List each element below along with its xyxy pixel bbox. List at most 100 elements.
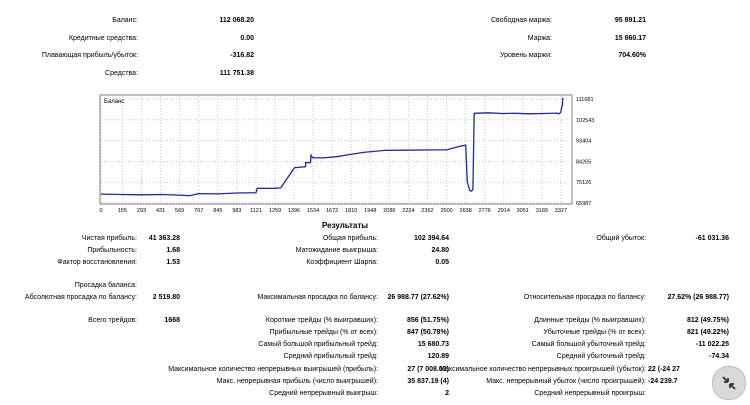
- avg-loss-label: Средний убыточный трейд:: [556, 353, 646, 360]
- sharpe-label: Коэффициент Шарпа:: [306, 259, 378, 266]
- profit-trades-value: 847 (50.78%): [406, 329, 449, 336]
- short-trades-label: Короткие трейды (% выигравших):: [265, 317, 378, 324]
- x-tick-label: 1810: [345, 208, 357, 214]
- recovery-factor-label: Фактор восстановления:: [57, 259, 137, 266]
- x-tick-label: 983: [232, 208, 241, 214]
- avg-cons-losses-label: Средний непрерывный проигрыш:: [534, 390, 646, 397]
- results-title: Результаты: [322, 221, 369, 230]
- equity-value: 111 751.38: [219, 70, 254, 77]
- max-cons-loss-label: Макс. непрерывный убыток (число проигрыш…: [486, 378, 646, 385]
- profit-factor-label: Прибыльность:: [87, 247, 137, 254]
- gross-loss-value: -61 031.36: [695, 235, 729, 242]
- long-trades-value: 812 (49.75%): [686, 317, 729, 324]
- collapse-button[interactable]: [712, 366, 746, 400]
- x-tick-label: 3327: [555, 208, 567, 214]
- x-tick-label: 1396: [288, 208, 300, 214]
- x-tick-label: 2914: [498, 208, 510, 214]
- short-trades-value: 856 (51.75%): [406, 317, 449, 324]
- balance-label: Баланс:: [112, 17, 138, 24]
- y-axis-labels: 111681 102543 93404 84265 75126 65987: [576, 97, 594, 207]
- x-tick-label: 0: [99, 208, 102, 214]
- chart-legend: Баланс: [104, 99, 124, 105]
- x-tick-label: 845: [213, 208, 222, 214]
- max-cons-loss-value: -24 239.7: [648, 378, 678, 385]
- floating-pl-label: Плавающая прибыль/убыток:: [41, 52, 138, 59]
- abs-drawdown-label: Абсолютная просадка по балансу:: [24, 294, 137, 301]
- free-margin-label: Свободная маржа:: [490, 17, 552, 24]
- largest-profit-value: 15 680.73: [417, 341, 449, 348]
- y-tick-label: 111681: [576, 97, 594, 103]
- max-cons-profit-label: Макс. непрерывная прибыль (число выигрыш…: [216, 378, 378, 385]
- max-cons-losses-value: 22 (-24 27: [648, 366, 680, 373]
- gross-profit-value: 102 394.64: [413, 235, 449, 242]
- avg-profit-value: 120.89: [427, 353, 449, 360]
- x-tick-label: 3189: [536, 208, 548, 214]
- x-tick-label: 3051: [517, 208, 529, 214]
- gross-profit-label: Общая прибыль:: [322, 235, 378, 242]
- avg-cons-wins-label: Средний непрерывный выигрыш:: [269, 390, 378, 397]
- y-tick-label: 102543: [576, 118, 594, 124]
- max-cons-wins-value: 27 (7 008.03): [407, 366, 449, 373]
- floating-pl-value: -316.82: [230, 52, 254, 59]
- balance-chart: Баланс 11168110254393404842657512665987 …: [99, 94, 594, 214]
- x-tick-label: 2224: [402, 208, 414, 214]
- avg-profit-label: Средний прибыльный трейд:: [283, 353, 378, 360]
- max-drawdown-value: 26 988.77 (27.62%): [387, 294, 450, 301]
- x-tick-label: 569: [175, 208, 184, 214]
- x-tick-label: 1672: [326, 208, 338, 214]
- avg-cons-wins-value: 2: [445, 390, 449, 397]
- x-tick-label: 2500: [440, 208, 452, 214]
- x-tick-label: 707: [194, 208, 203, 214]
- recovery-factor-value: 1.53: [166, 259, 180, 266]
- rel-drawdown-label: Относительная просадка по балансу:: [523, 294, 646, 301]
- x-tick-label: 2638: [460, 208, 472, 214]
- equity-label: Средства:: [105, 70, 138, 77]
- net-profit-label: Чистая прибыль:: [81, 235, 137, 242]
- loss-trades-value: 821 (49.22%): [686, 329, 729, 336]
- sharpe-value: 0.05: [435, 259, 449, 266]
- largest-profit-label: Самый большой прибыльный трейд:: [258, 341, 378, 348]
- chart-frame: [99, 94, 573, 205]
- max-cons-profit-value: 35 837.19 (4): [407, 378, 449, 385]
- margin-level-label: Уровень маржи:: [499, 52, 552, 59]
- x-tick-label: 431: [156, 208, 165, 214]
- long-trades-label: Длинные трейды (% выигравших):: [534, 317, 646, 324]
- x-tick-label: 293: [137, 208, 146, 214]
- rel-drawdown-value: 27.62% (26 988.77): [667, 294, 730, 301]
- x-tick-label: 2776: [479, 208, 491, 214]
- x-axis-labels: 0 155 293 431 569 707 845 983 1121 1259 1396 1534 16…: [99, 208, 567, 214]
- max-cons-losses-label: Максимальное количество непрерывных прои…: [439, 366, 646, 373]
- chart-grid: [100, 96, 571, 204]
- max-cons-wins-label: Максимальное количество непрерывных выиг…: [168, 366, 378, 373]
- collapse-arrows-icon: [722, 376, 736, 390]
- total-trades-value: 1668: [164, 317, 180, 324]
- largest-loss-label: Самый большой убыточный трейд:: [531, 341, 646, 348]
- expected-payoff-label: Матожидание выигрыша:: [295, 247, 378, 254]
- y-tick-label: 65987: [576, 201, 591, 207]
- x-tick-label: 155: [118, 208, 127, 214]
- free-margin-value: 95 891.21: [614, 17, 646, 24]
- x-tick-label: 1534: [307, 208, 319, 214]
- max-drawdown-label: Максимальная просадка по балансу:: [257, 294, 378, 301]
- y-tick-label: 84265: [576, 159, 591, 165]
- loss-trades-label: Убыточные трейды (% от всех):: [543, 329, 646, 336]
- gross-loss-label: Общий убыток:: [596, 235, 646, 242]
- total-trades-label: Всего трейдов:: [88, 317, 137, 324]
- x-tick-label: 1121: [250, 208, 262, 214]
- x-tick-label: 2086: [383, 208, 395, 214]
- y-tick-label: 93404: [576, 139, 591, 145]
- margin-label: Маржа:: [527, 35, 552, 42]
- y-tick-label: 75126: [576, 180, 591, 186]
- credit-value: 0.00: [240, 35, 254, 42]
- x-tick-label: 1259: [269, 208, 281, 214]
- balance-value: 112 068.20: [219, 17, 254, 24]
- expected-payoff-value: 24.80: [431, 247, 449, 254]
- profit-trades-label: Прибыльные трейды (% от всех):: [269, 329, 378, 336]
- x-tick-label: 2362: [421, 208, 433, 214]
- net-profit-value: 41 363.28: [148, 235, 180, 242]
- x-tick-label: 1948: [364, 208, 376, 214]
- abs-drawdown-value: 2 519.80: [152, 294, 180, 301]
- drawdown-header: Просадка баланса:: [74, 282, 137, 289]
- credit-label: Кредитные средства:: [68, 35, 138, 42]
- margin-value: 15 860.17: [614, 35, 646, 42]
